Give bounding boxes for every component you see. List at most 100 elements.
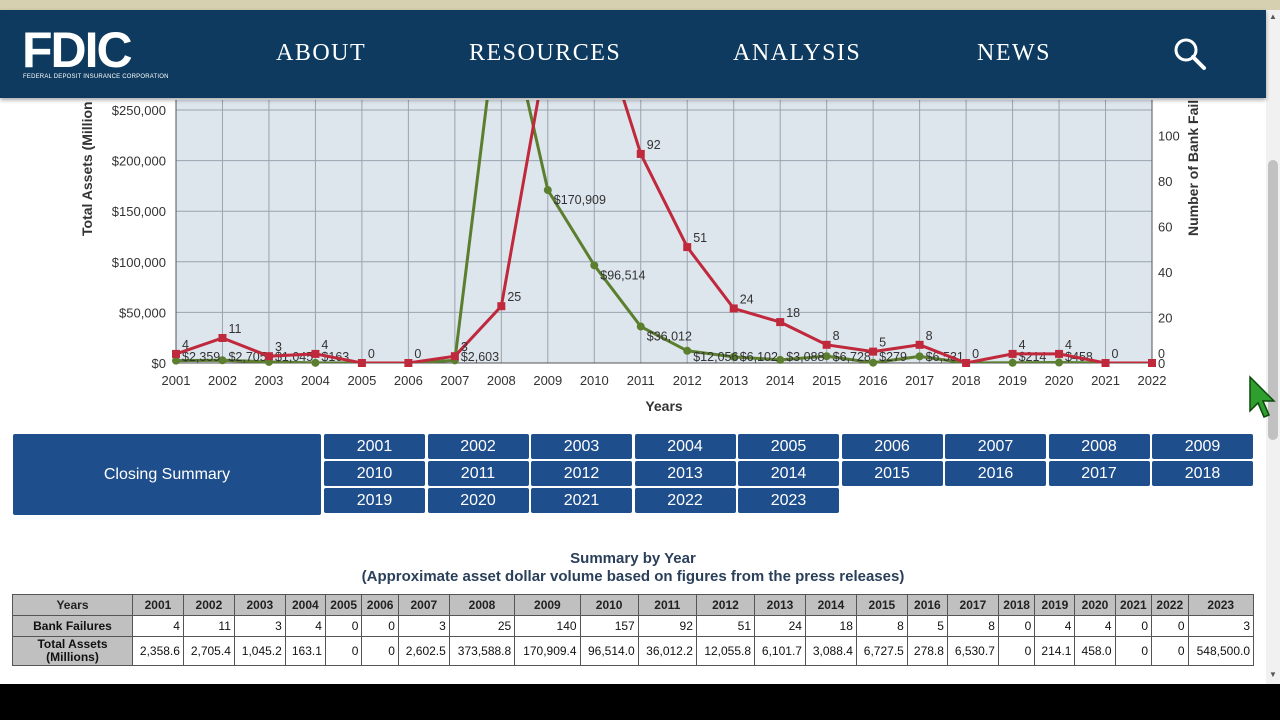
summary-subtitle: (Approximate asset dollar volume based o… xyxy=(361,568,905,585)
bank-failures-data-label: 92 xyxy=(647,138,661,152)
total-assets-data-label: $2,603 xyxy=(461,350,499,364)
search-icon[interactable] xyxy=(1172,36,1208,72)
closing-year-button-2019[interactable]: 2019 xyxy=(324,488,425,513)
bank-failures-point xyxy=(497,302,506,311)
bank-failures-data-label: 0 xyxy=(972,347,979,361)
summary-cell: 4 xyxy=(1074,615,1116,637)
summary-year-header: 2010 xyxy=(579,594,639,616)
summary-year-header: 2017 xyxy=(946,594,999,616)
closing-year-button-2008[interactable]: 2008 xyxy=(1048,434,1150,459)
summary-cell: 11 xyxy=(182,615,235,637)
total-assets-point xyxy=(218,356,227,365)
summary-cell: 2,358.6 xyxy=(132,636,184,666)
closing-year-button-2022[interactable]: 2022 xyxy=(634,488,736,513)
summary-year-header: 2009 xyxy=(514,594,581,616)
total-assets-point xyxy=(822,352,831,361)
closing-year-button-2010[interactable]: 2010 xyxy=(324,461,425,486)
bank-failures-point xyxy=(683,243,692,252)
x-tick-label: 2007 xyxy=(440,373,469,388)
summary-year-header: 2013 xyxy=(754,594,806,616)
bank-failures-point xyxy=(915,340,924,349)
page-scrollbar[interactable]: ▲ ▼ xyxy=(1266,10,1280,684)
scroll-down-arrow-icon[interactable]: ▼ xyxy=(1269,670,1277,679)
closing-year-button-2021[interactable]: 2021 xyxy=(531,488,632,513)
x-tick-label: 2003 xyxy=(254,373,283,388)
closing-year-button-2011[interactable]: 2011 xyxy=(427,461,529,486)
scroll-up-arrow-icon[interactable]: ▲ xyxy=(1269,12,1277,21)
top-strip xyxy=(0,0,1280,10)
bank-failures-point xyxy=(869,347,878,356)
total-assets-point xyxy=(776,355,785,364)
summary-year-header: 2019 xyxy=(1034,594,1076,616)
bank-failures-point xyxy=(962,359,971,367)
scroll-thumb[interactable] xyxy=(1268,160,1278,440)
summary-header-label: Years xyxy=(12,594,133,616)
x-tick-label: 2018 xyxy=(952,373,981,388)
closing-year-button-2009[interactable]: 2009 xyxy=(1152,434,1253,459)
bank-failures-data-label: 51 xyxy=(693,231,707,245)
bank-failures-data-label: 4 xyxy=(1065,338,1072,352)
nav-news[interactable]: NEWS xyxy=(977,40,1051,66)
summary-cell: 3,088.4 xyxy=(804,636,857,666)
closing-year-button-2003[interactable]: 2003 xyxy=(531,434,632,459)
summary-year-header: 2020 xyxy=(1074,594,1116,616)
closing-year-button-2014[interactable]: 2014 xyxy=(738,461,839,486)
x-tick-label: 2004 xyxy=(301,373,330,388)
total-assets-data-label: $2,359 xyxy=(182,350,220,364)
closing-year-button-2020[interactable]: 2020 xyxy=(427,488,529,513)
summary-cell: 25 xyxy=(448,615,516,637)
closing-year-button-2013[interactable]: 2013 xyxy=(634,461,736,486)
closing-year-button-2017[interactable]: 2017 xyxy=(1048,461,1150,486)
nav-resources[interactable]: RESOURCES xyxy=(469,40,622,66)
closing-year-button-2002[interactable]: 2002 xyxy=(427,434,529,459)
summary-cell: 92 xyxy=(637,615,697,637)
series-total-assets-line xyxy=(176,100,1152,363)
summary-year-header: 2004 xyxy=(284,594,326,616)
logo-text: FDIC xyxy=(22,22,133,78)
summary-cell: 6,101.7 xyxy=(754,636,806,666)
summary-cell: 2,602.5 xyxy=(397,636,450,666)
x-tick-label: 2001 xyxy=(162,373,191,388)
closing-year-button-2016[interactable]: 2016 xyxy=(945,461,1046,486)
bank-failures-point xyxy=(218,334,227,342)
y-right-axis-title: Number of Bank Fail xyxy=(1185,100,1201,236)
bank-failures-point xyxy=(1101,359,1110,367)
closing-year-button-2005[interactable]: 2005 xyxy=(738,434,839,459)
closing-year-button-2001[interactable]: 2001 xyxy=(324,434,425,459)
fdic-logo[interactable]: FDIC FEDERAL DEPOSIT INSURANCE CORPORATI… xyxy=(22,22,168,86)
summary-year-header: 2005 xyxy=(324,594,363,616)
summary-year-header: 2008 xyxy=(448,594,516,616)
closing-year-button-2007[interactable]: 2007 xyxy=(945,434,1046,459)
closing-year-button-2015[interactable]: 2015 xyxy=(841,461,943,486)
summary-cell: 8 xyxy=(946,615,999,637)
table-row: Total Assets (Millions) 2,358.6 2,705.4 1,0… xyxy=(12,636,1255,666)
closing-year-button-2018[interactable]: 2018 xyxy=(1152,461,1253,486)
closing-year-button-2023[interactable]: 2023 xyxy=(738,488,839,513)
summary-cell: 3 xyxy=(233,615,286,637)
x-tick-label: 2019 xyxy=(998,373,1027,388)
closing-year-button-2012[interactable]: 2012 xyxy=(531,461,632,486)
nav-about[interactable]: ABOUT xyxy=(276,40,367,66)
summary-year-header: 2016 xyxy=(906,594,948,616)
total-assets-data-label: $2,705 xyxy=(228,350,266,364)
summary-cell: 0 xyxy=(1114,636,1153,666)
table-row: Bank Failures 4 11 3 4 0 0 3 25 140 157 92 51 24 18 8 5 8… xyxy=(12,615,1255,637)
total-assets-point xyxy=(683,346,692,355)
x-tick-label: 2013 xyxy=(719,373,748,388)
bank-failures-data-label: 0 xyxy=(1112,347,1119,361)
total-assets-point xyxy=(915,352,924,361)
summary-year-header: 2014 xyxy=(804,594,857,616)
summary-header-row: Years 2001 2002 2003 2004 2005 2006 2007 2008 20… xyxy=(12,594,1255,616)
bank-failures-chart: $0 $50,000 $100,000 $150,000 $200,000 $250,00… xyxy=(79,100,1201,414)
summary-cell: 163.1 xyxy=(284,636,326,666)
summary-year-header: 2012 xyxy=(695,594,756,616)
summary-cell: 214.1 xyxy=(1034,636,1076,666)
bank-failures-point xyxy=(172,349,180,358)
closing-year-button-2006[interactable]: 2006 xyxy=(841,434,943,459)
nav-analysis[interactable]: ANALYSIS xyxy=(733,40,862,66)
closing-year-button-2004[interactable]: 2004 xyxy=(634,434,736,459)
total-assets-point xyxy=(636,322,645,331)
bank-failures-point xyxy=(776,318,785,327)
bank-failures-data-label: 18 xyxy=(786,306,800,320)
summary-cell: 0 xyxy=(324,636,363,666)
